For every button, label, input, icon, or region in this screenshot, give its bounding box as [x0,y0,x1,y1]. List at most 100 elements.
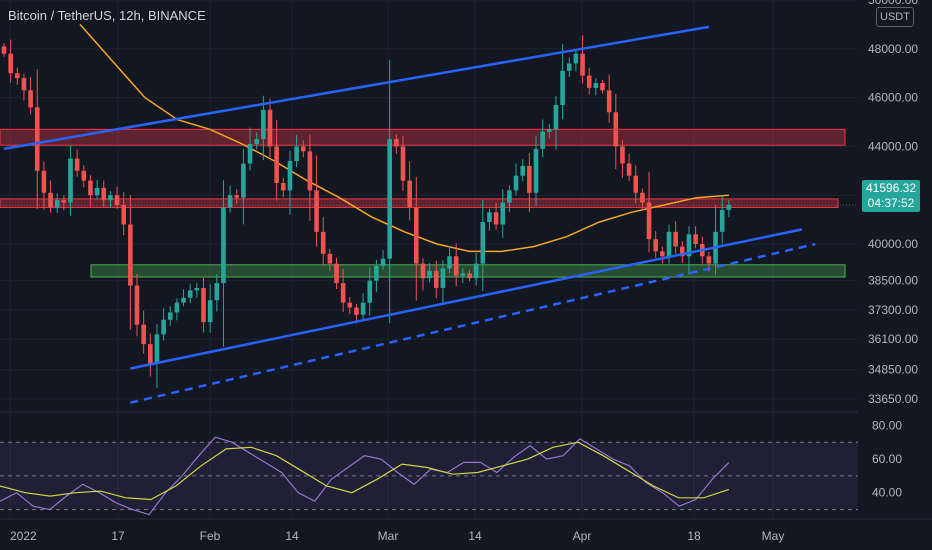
candle [453,243,459,287]
candle [560,44,565,120]
candle-body [646,202,652,240]
chart-title: Bitcoin / TetherUS, 12h, BINANCE [8,8,206,23]
candle-body [487,212,492,223]
candle-body [606,90,612,113]
candle [394,134,399,154]
candle-body [453,256,459,276]
price-tick-label: 44000.00 [868,139,918,153]
candle [274,120,279,201]
candle-body [214,283,220,301]
candle [693,226,698,249]
candle [633,165,639,204]
candle-body [207,300,213,323]
candle-body [114,195,120,205]
candle [167,306,173,326]
candle-body [586,75,592,88]
candle-body [420,263,426,279]
rsi-axis[interactable]: 80.00 60.00 40.00 [872,418,902,499]
candle-body [680,246,685,257]
candle [101,180,107,208]
candle-body [161,319,166,335]
candle [686,226,692,275]
time-tick-label: 2022 [10,529,37,543]
bar-countdown: 04:37:52 [867,196,915,210]
candle-body [34,107,40,171]
candle [181,289,186,307]
candle-body [726,205,732,210]
candle-body [1,46,7,54]
candle-body [274,146,279,184]
candle-body [407,180,412,208]
time-tick-label: 14 [468,529,482,543]
candle-body [513,175,519,191]
rsi-tick-label: 60.00 [872,452,902,466]
candle-body [15,73,20,79]
candle-body [88,180,93,196]
candle [520,159,525,182]
candle-body [267,109,273,147]
time-axis[interactable]: 2022 17 Feb 14 Mar 14 Apr 18 May [0,518,932,543]
candle-body [566,63,572,71]
price-tick-label: 38500.00 [868,274,918,288]
price-axis[interactable]: 50000.0048000.0046000.0044000.0042000.00… [858,0,932,518]
candle [241,149,246,225]
candle [294,135,299,168]
candle [547,123,552,139]
candle-body [54,200,60,208]
candle [334,257,339,289]
candle-body [241,163,246,198]
candle-body [640,192,645,203]
trendlines[interactable] [3,25,816,404]
candle [427,262,432,283]
candle-body [320,231,326,254]
candle-body [719,209,725,232]
rsi-tick-label: 40.00 [872,486,902,500]
candle [726,200,732,218]
channel-lower-dashed-line [130,242,816,404]
candle [134,273,140,337]
candle-body [527,165,532,193]
time-tick-label: Apr [573,529,592,543]
time-tick-label: 17 [111,529,125,543]
candle-body [573,53,579,64]
candle-body [41,170,47,193]
currency-badge[interactable]: USDT [876,7,914,27]
price-axis-bg [858,0,932,518]
candle-body [354,307,359,315]
candle-body [467,273,472,279]
candle-body [633,175,639,193]
candle-body [706,256,712,264]
candle-body [540,131,545,149]
candle-body [108,195,113,201]
candle-body [693,234,698,245]
candle [600,79,605,94]
candle [74,149,80,177]
candle [640,188,645,211]
candle-body [247,143,253,164]
candle [420,258,426,291]
candle-body [61,200,67,203]
candle [214,273,220,312]
candle [673,221,678,254]
candle-body [287,161,293,191]
candle [8,39,13,83]
candle [54,193,60,213]
resistance-zone-lower [0,198,839,208]
candle [660,246,665,264]
candle-body [261,109,266,140]
candle [414,177,419,301]
candle [201,277,206,333]
candle-body [181,297,186,303]
candle [261,95,266,161]
candle-body [48,192,53,208]
candle [553,96,559,150]
candle [108,190,113,209]
candle-body [613,112,619,147]
candle-body [533,148,539,193]
candle [680,240,685,263]
candle [580,35,585,84]
candle-body [460,273,466,276]
candle [247,127,253,171]
last-price-tag: 41596.32 04:37:52 [862,180,920,212]
